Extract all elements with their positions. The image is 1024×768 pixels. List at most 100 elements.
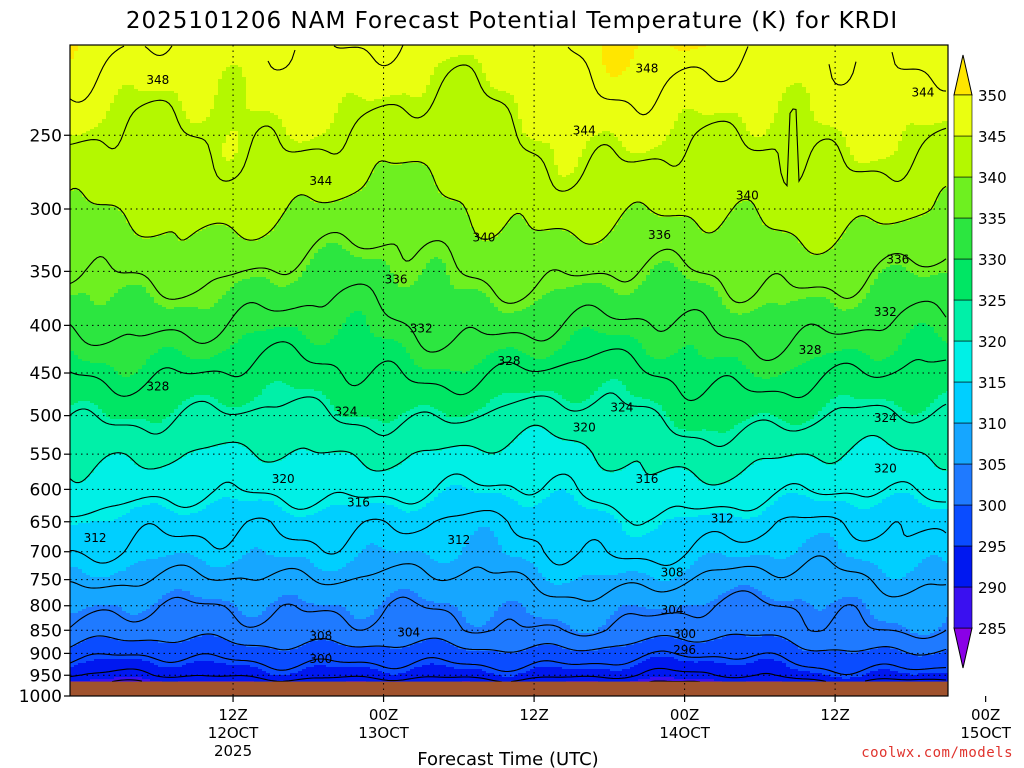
theta-band-cell — [342, 97, 347, 200]
theta-band-cell — [830, 249, 835, 304]
theta-band-cell — [810, 111, 815, 256]
contour-line-312 — [70, 509, 947, 566]
theta-band-cell — [930, 327, 935, 404]
theta-band-cell — [426, 405, 431, 452]
theta-band-cell — [210, 109, 215, 226]
theta-band-cell — [726, 591, 731, 636]
theta-band-cell — [90, 203, 95, 302]
theta-band-cell — [518, 351, 523, 394]
theta-band-cell — [506, 497, 511, 556]
theta-band-cell — [922, 505, 927, 560]
contour-label: 308 — [309, 629, 332, 643]
x-tick-label: 00Z — [369, 706, 398, 724]
theta-band-cell — [450, 285, 455, 372]
theta-band-cell — [98, 45, 103, 124]
theta-band-cell — [682, 109, 687, 218]
theta-band-cell — [362, 505, 367, 550]
theta-band-cell — [610, 335, 615, 380]
theta-band-cell — [750, 587, 755, 638]
theta-band-cell — [858, 303, 863, 352]
theta-band-cell — [534, 141, 539, 232]
theta-band-cell — [694, 111, 699, 224]
theta-band-cell — [750, 555, 755, 588]
theta-band-cell — [630, 293, 635, 338]
theta-band-cell — [738, 557, 743, 586]
theta-band-cell — [550, 583, 555, 620]
x-tick-label: 00Z — [971, 706, 1000, 724]
theta-band-cell — [742, 365, 747, 422]
theta-band-cell — [718, 357, 723, 434]
theta-band-cell — [282, 327, 287, 384]
theta-band-cell — [170, 511, 175, 556]
theta-band-cell — [658, 45, 663, 146]
theta-band-cell — [462, 45, 467, 56]
theta-band-cell — [430, 175, 435, 260]
theta-band-cell — [554, 229, 559, 290]
theta-band-cell — [746, 201, 751, 314]
theta-band-cell — [410, 163, 415, 286]
theta-band-cell — [602, 625, 607, 650]
theta-band-cell — [286, 455, 291, 514]
theta-band-cell — [722, 555, 727, 594]
theta-band-cell — [814, 651, 819, 674]
theta-band-cell — [226, 135, 231, 162]
theta-band-cell — [730, 635, 735, 666]
theta-band-cell — [494, 537, 499, 612]
theta-band-cell — [194, 359, 199, 396]
theta-band-cell — [418, 667, 423, 684]
theta-band-cell — [842, 457, 847, 502]
theta-band-cell — [618, 671, 623, 684]
theta-band-cell — [222, 157, 227, 226]
theta-band-cell — [146, 559, 151, 610]
theta-band-cell — [554, 45, 559, 166]
theta-band-cell — [598, 45, 603, 134]
theta-band-cell — [322, 665, 327, 684]
theta-band-cell — [86, 401, 91, 478]
theta-band-cell — [166, 465, 171, 510]
theta-band-cell — [294, 451, 299, 518]
theta-band-cell — [426, 503, 431, 556]
theta-band-cell — [658, 217, 663, 264]
theta-band-cell — [530, 427, 535, 508]
theta-band-cell — [390, 339, 395, 422]
theta-band-cell — [322, 345, 327, 396]
theta-band-cell — [590, 245, 595, 284]
theta-band-cell — [562, 177, 567, 232]
theta-band-cell — [222, 351, 227, 406]
theta-band-cell — [918, 673, 923, 684]
theta-band-cell — [314, 665, 319, 684]
x-tick-label: 12Z — [820, 706, 849, 724]
theta-band-cell — [486, 651, 491, 674]
theta-band-cell — [598, 133, 603, 244]
theta-band-cell — [778, 231, 783, 306]
theta-band-cell — [686, 109, 691, 218]
theta-band-cell — [918, 217, 923, 278]
theta-band-cell — [294, 281, 299, 328]
theta-band-cell — [790, 45, 795, 86]
theta-band-cell — [98, 679, 103, 684]
theta-band-cell — [70, 613, 75, 648]
theta-band-cell — [674, 659, 679, 680]
theta-band-cell — [142, 469, 147, 506]
theta-band-cell — [126, 377, 131, 420]
theta-band-cell — [718, 663, 723, 682]
theta-band-cell — [870, 671, 875, 684]
theta-band-cell — [782, 495, 787, 560]
theta-band-cell — [782, 559, 787, 602]
theta-band-cell — [814, 535, 819, 610]
theta-band-cell — [194, 637, 199, 662]
theta-band-cell — [890, 155, 895, 226]
theta-band-cell — [194, 307, 199, 360]
theta-band-cell — [202, 449, 207, 510]
theta-band-cell — [598, 467, 603, 512]
theta-band-cell — [790, 643, 795, 670]
theta-band-cell — [722, 45, 727, 114]
theta-band-cell — [878, 621, 883, 648]
theta-band-cell — [714, 231, 719, 292]
theta-band-cell — [598, 627, 603, 650]
x-tick-date-label: 12OCT — [208, 724, 259, 742]
theta-band-cell — [118, 517, 123, 572]
theta-band-cell — [878, 399, 883, 440]
theta-band-cell — [826, 533, 831, 606]
theta-band-cell — [546, 143, 551, 232]
